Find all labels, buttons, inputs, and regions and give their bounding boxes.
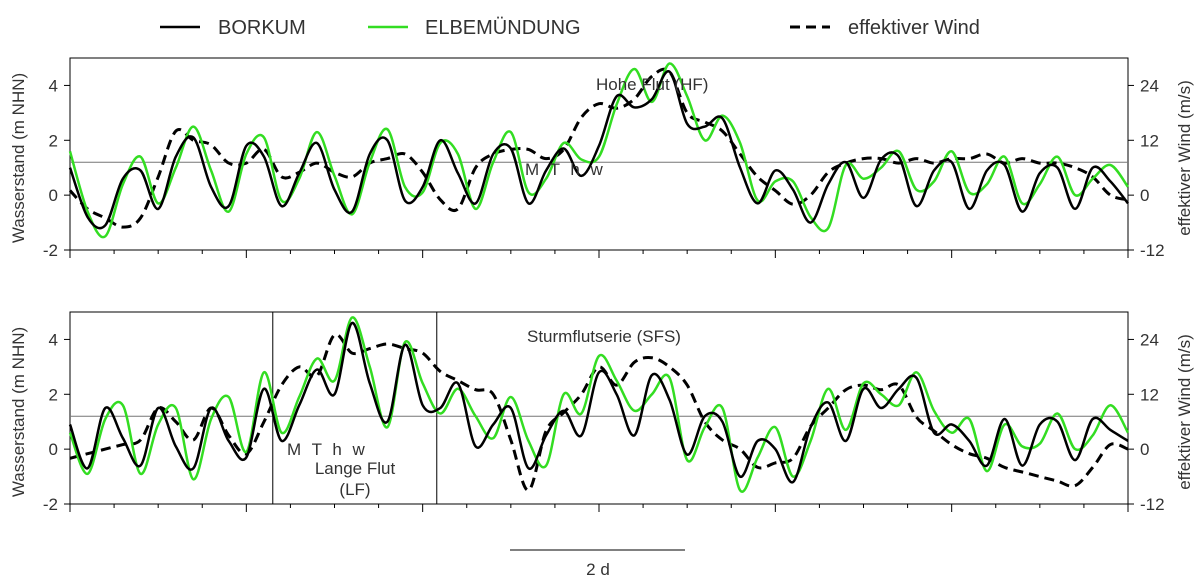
mthw-label-bottom: M T h w [287,440,368,459]
ytick-label-top: 2 [49,131,58,150]
legend-label-wind: effektiver Wind [848,17,980,39]
ytick-label-bottom: 4 [49,330,58,349]
y2tick-label-top: 12 [1140,131,1159,150]
scale-bar-label: 2 d [586,560,610,579]
series-line-elbemuendung-top [68,62,1130,239]
scale-bar: 2 d [510,549,685,579]
legend-label-elbemuendung: ELBEMÜNDUNG [425,17,581,39]
series-line-wind-top [68,67,1129,229]
y2tick-label-top: 24 [1140,76,1159,95]
ytick-label-bottom: 0 [49,440,58,459]
annotation-bottom: Sturmflutserie (SFS) [527,327,681,346]
y2tick-label-top: -12 [1140,241,1165,260]
ylabel-top: Wasserstand (m NHN) [9,73,28,243]
y2label-top: effektiver Wind (m/s) [1175,80,1194,236]
ytick-label-top: 0 [49,186,58,205]
lf-label-line2: (LF) [339,480,370,499]
y2tick-label-bottom: 24 [1140,330,1159,349]
y2label-bottom: effektiver Wind (m/s) [1175,334,1194,490]
ylabel-bottom: Wasserstand (m NHN) [9,327,28,497]
y2tick-label-top: 0 [1140,186,1149,205]
y2tick-label-bottom: 0 [1140,440,1149,459]
ytick-label-bottom: 2 [49,385,58,404]
y2tick-label-bottom: 12 [1140,385,1159,404]
series-line-borkum-bottom [68,321,1129,484]
ytick-label-bottom: -2 [43,495,58,514]
ytick-label-top: -2 [43,241,58,260]
legend: BORKUM ELBEMÜNDUNG effektiver Wind [160,17,980,39]
series-line-elbemuendung-bottom [68,316,1130,493]
annotation-top: Hohe Flut (HF) [596,75,708,94]
mthw-label-top: M T h w [525,160,606,179]
ytick-label-top: 4 [49,76,58,95]
series-line-wind-bottom [69,332,1129,492]
lf-label-line1: Lange Flut [315,459,396,478]
series-line-borkum-top [68,70,1129,230]
legend-label-borkum: BORKUM [218,17,306,39]
y2tick-label-bottom: -12 [1140,495,1165,514]
